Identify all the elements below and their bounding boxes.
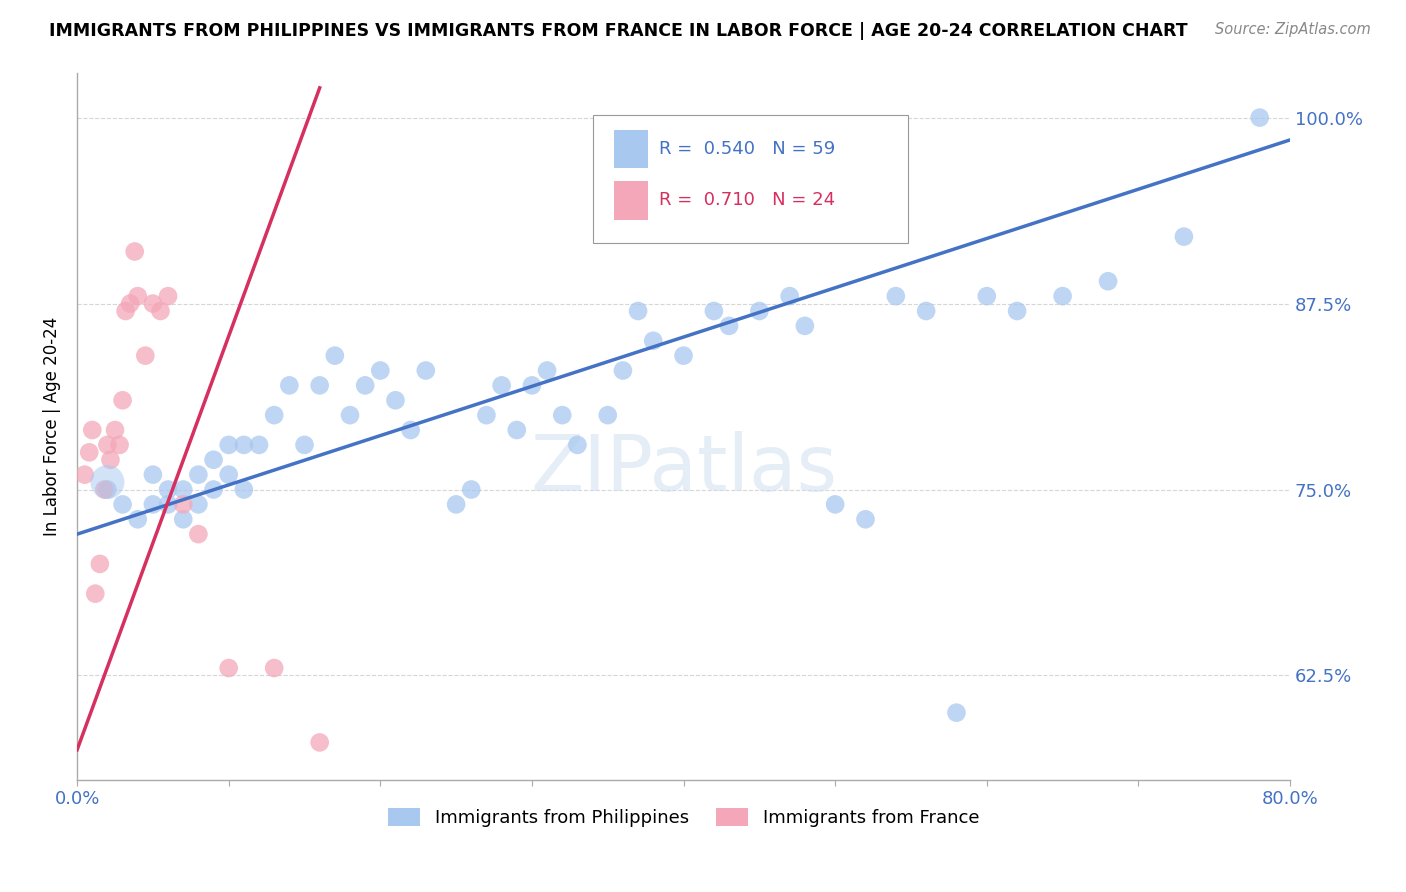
Y-axis label: In Labor Force | Age 20-24: In Labor Force | Age 20-24 — [44, 317, 60, 536]
Point — [475, 408, 498, 422]
Point — [247, 438, 270, 452]
Point — [643, 334, 665, 348]
Point — [384, 393, 406, 408]
Text: R =  0.540   N = 59: R = 0.540 N = 59 — [659, 140, 835, 158]
Point — [976, 289, 998, 303]
Point — [339, 408, 361, 422]
Point — [134, 349, 156, 363]
FancyBboxPatch shape — [614, 181, 648, 220]
Point — [114, 304, 136, 318]
Point — [672, 349, 695, 363]
Point — [945, 706, 967, 720]
Point — [93, 483, 115, 497]
Text: IMMIGRANTS FROM PHILIPPINES VS IMMIGRANTS FROM FRANCE IN LABOR FORCE | AGE 20-24: IMMIGRANTS FROM PHILIPPINES VS IMMIGRANT… — [49, 22, 1188, 40]
Point — [294, 438, 316, 452]
Point — [308, 735, 330, 749]
Point — [520, 378, 543, 392]
Point — [263, 408, 285, 422]
Point — [89, 557, 111, 571]
Point — [187, 497, 209, 511]
Point — [96, 475, 118, 489]
Legend: Immigrants from Philippines, Immigrants from France: Immigrants from Philippines, Immigrants … — [381, 800, 987, 834]
Point — [824, 497, 846, 511]
Point — [567, 438, 589, 452]
Point — [460, 483, 482, 497]
Point — [157, 497, 180, 511]
Point — [104, 423, 127, 437]
Point — [354, 378, 377, 392]
Point — [536, 363, 558, 377]
Point — [96, 438, 118, 452]
Point — [551, 408, 574, 422]
Point — [444, 497, 467, 511]
Point — [218, 438, 240, 452]
Point — [73, 467, 96, 482]
Point — [415, 363, 437, 377]
Point — [127, 512, 149, 526]
Point — [218, 467, 240, 482]
Point — [232, 438, 254, 452]
Point — [855, 512, 877, 526]
Point — [884, 289, 907, 303]
Point — [111, 497, 134, 511]
Point — [142, 296, 165, 310]
Point — [120, 296, 142, 310]
Point — [172, 512, 194, 526]
Point — [779, 289, 801, 303]
Point — [127, 289, 149, 303]
Point — [108, 438, 131, 452]
Point — [149, 304, 172, 318]
Point — [187, 467, 209, 482]
Point — [263, 661, 285, 675]
Point — [172, 497, 194, 511]
Point — [202, 452, 225, 467]
Point — [308, 378, 330, 392]
Point — [491, 378, 513, 392]
Point — [157, 483, 180, 497]
Point — [596, 408, 619, 422]
Point — [84, 587, 107, 601]
Point — [1249, 111, 1271, 125]
Point — [1052, 289, 1074, 303]
Point — [399, 423, 422, 437]
Point — [157, 289, 180, 303]
Point — [77, 445, 100, 459]
Point — [1173, 229, 1195, 244]
Point — [748, 304, 770, 318]
Point — [100, 452, 122, 467]
Point — [232, 483, 254, 497]
Point — [124, 244, 146, 259]
Point — [718, 318, 741, 333]
FancyBboxPatch shape — [592, 115, 908, 243]
Point — [172, 483, 194, 497]
Point — [202, 483, 225, 497]
Point — [187, 527, 209, 541]
Point — [96, 483, 118, 497]
FancyBboxPatch shape — [614, 129, 648, 169]
Point — [793, 318, 815, 333]
Point — [506, 423, 529, 437]
Point — [915, 304, 938, 318]
Text: R =  0.710   N = 24: R = 0.710 N = 24 — [659, 191, 835, 209]
Point — [1005, 304, 1028, 318]
Text: ZIPatlas: ZIPatlas — [530, 431, 837, 507]
Point — [370, 363, 392, 377]
Point — [278, 378, 301, 392]
Point — [612, 363, 634, 377]
Point — [82, 423, 104, 437]
Point — [142, 497, 165, 511]
Point — [111, 393, 134, 408]
Point — [218, 661, 240, 675]
Point — [627, 304, 650, 318]
Point — [1097, 274, 1119, 288]
Point — [703, 304, 725, 318]
Text: Source: ZipAtlas.com: Source: ZipAtlas.com — [1215, 22, 1371, 37]
Point — [142, 467, 165, 482]
Point — [323, 349, 346, 363]
